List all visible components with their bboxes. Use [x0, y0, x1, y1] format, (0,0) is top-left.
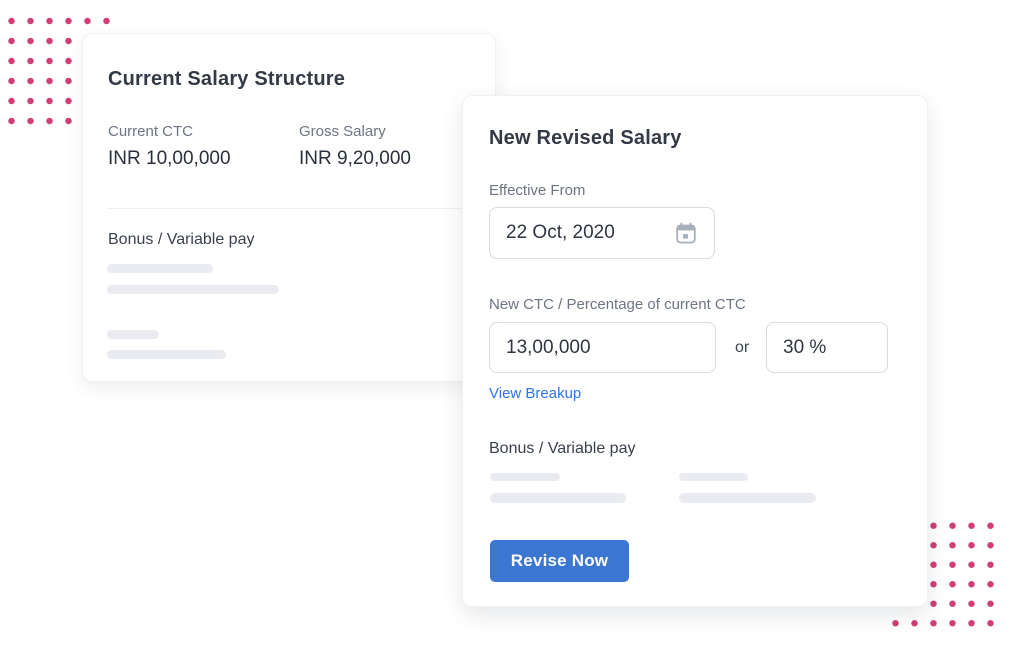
new-revised-salary-card: New Revised Salary Effective From 22 Oct… — [462, 95, 928, 607]
new-ctc-amount-value: 13,00,000 — [506, 336, 591, 358]
revised-salary-card-title: New Revised Salary — [489, 127, 682, 149]
skeleton-bar — [490, 493, 626, 503]
view-breakup-link[interactable]: View Breakup — [489, 385, 582, 402]
current-ctc-label: Current CTC — [108, 123, 194, 140]
new-ctc-label: New CTC / Percentage of current CTC — [489, 296, 746, 313]
current-ctc-value: INR 10,00,000 — [108, 148, 231, 169]
skeleton-bar — [679, 493, 816, 503]
percentage-value: 30 % — [783, 336, 827, 358]
percentage-input[interactable]: 30 % — [766, 322, 888, 373]
effective-from-date-input[interactable]: 22 Oct, 2020 — [489, 207, 715, 259]
bonus-section-title: Bonus / Variable pay — [489, 440, 636, 457]
calendar-icon[interactable] — [674, 221, 698, 245]
divider — [107, 208, 471, 209]
gross-salary-value: INR 9,20,000 — [299, 148, 411, 169]
skeleton-bar — [107, 264, 213, 273]
gross-salary-label: Gross Salary — [299, 123, 386, 140]
bonus-section-title: Bonus / Variable pay — [108, 231, 255, 248]
skeleton-bar — [107, 330, 159, 339]
skeleton-bar — [679, 473, 748, 481]
new-ctc-amount-input[interactable]: 13,00,000 — [489, 322, 716, 373]
skeleton-bar — [490, 473, 560, 481]
effective-from-label: Effective From — [489, 182, 586, 199]
current-salary-card: Current Salary Structure Current CTC INR… — [82, 33, 496, 382]
skeleton-bar — [107, 350, 226, 359]
revise-now-button[interactable]: Revise Now — [490, 540, 629, 582]
effective-from-date-value: 22 Oct, 2020 — [506, 222, 615, 243]
or-label: or — [735, 339, 750, 356]
skeleton-bar — [107, 285, 279, 294]
current-salary-card-title: Current Salary Structure — [108, 68, 346, 90]
